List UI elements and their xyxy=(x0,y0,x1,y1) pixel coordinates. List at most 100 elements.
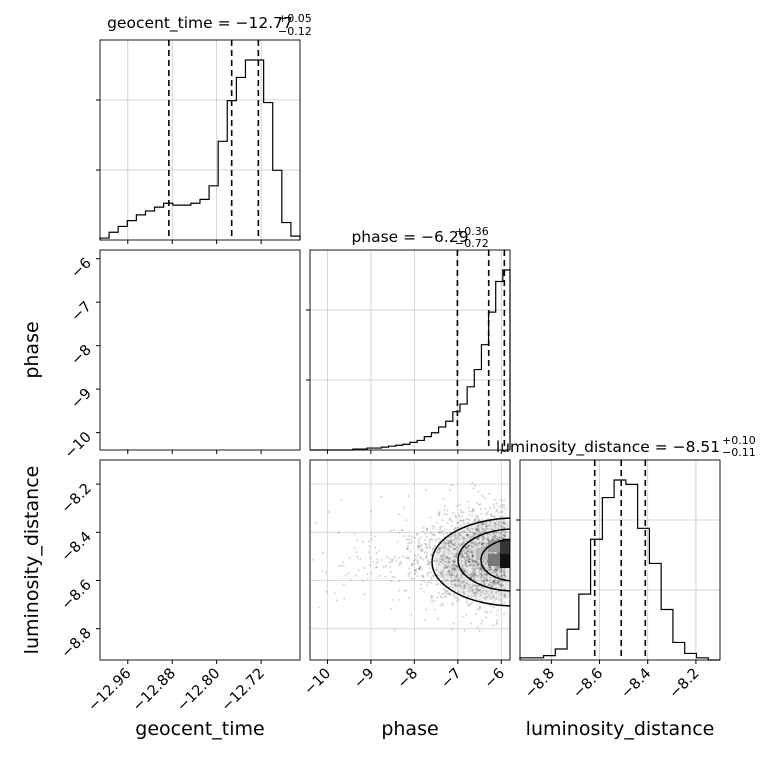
sample-point xyxy=(227,509,229,511)
sample-point xyxy=(417,547,420,550)
sample-point xyxy=(260,579,262,581)
sample-point xyxy=(248,551,250,553)
sample-point xyxy=(210,582,212,584)
sample-point xyxy=(270,516,272,518)
sample-point xyxy=(255,555,257,557)
sample-point xyxy=(198,526,200,528)
sample-point xyxy=(455,556,458,559)
sample-point xyxy=(458,585,462,588)
sample-point xyxy=(151,555,153,557)
sample-point xyxy=(145,357,147,359)
sample-point xyxy=(428,539,431,542)
sample-point xyxy=(214,558,216,560)
sample-point xyxy=(425,546,428,549)
sample-point xyxy=(217,306,219,308)
sample-point xyxy=(216,564,218,566)
sample-point xyxy=(261,262,263,264)
sample-point xyxy=(184,556,186,558)
sample-point xyxy=(474,540,477,544)
sample-point xyxy=(452,560,455,564)
sample-point xyxy=(173,316,175,318)
sample-point xyxy=(432,527,435,530)
sample-point xyxy=(450,583,453,586)
sample-point xyxy=(236,551,238,553)
sample-point xyxy=(262,619,264,621)
sample-point xyxy=(321,570,324,573)
sample-point xyxy=(223,590,225,592)
sample-point xyxy=(231,256,233,258)
sample-point xyxy=(175,568,177,570)
sample-point xyxy=(500,511,503,514)
contour-mid xyxy=(168,252,292,308)
sample-point xyxy=(256,520,258,522)
sample-point xyxy=(78,524,80,526)
sample-point xyxy=(219,280,221,282)
sample-point xyxy=(265,265,267,267)
sample-point xyxy=(224,576,226,578)
sample-point xyxy=(430,595,433,598)
sample-point xyxy=(110,533,112,535)
sample-point xyxy=(235,280,237,282)
sample-point xyxy=(208,576,210,578)
sample-point xyxy=(446,556,449,559)
sample-point xyxy=(204,576,206,578)
sample-point xyxy=(261,507,263,509)
sample-point xyxy=(205,263,207,265)
sample-point xyxy=(258,265,260,267)
sample-point xyxy=(210,576,212,578)
sample-point xyxy=(247,538,249,540)
sample-point xyxy=(189,568,191,570)
sample-point xyxy=(213,562,215,564)
sample-point xyxy=(480,574,483,577)
sample-point xyxy=(503,593,506,596)
sample-point xyxy=(208,543,210,545)
sample-point xyxy=(200,302,202,304)
sample-point xyxy=(248,266,250,268)
sample-point xyxy=(213,565,215,567)
sample-point xyxy=(205,262,207,264)
sample-point xyxy=(226,575,228,577)
sample-point xyxy=(238,265,240,267)
sample-point xyxy=(220,310,222,312)
sample-point xyxy=(235,571,237,573)
sample-point xyxy=(211,555,213,557)
sample-point xyxy=(409,550,412,553)
sample-point xyxy=(450,573,453,577)
sample-point xyxy=(226,560,228,562)
sample-point xyxy=(462,541,465,544)
sample-point xyxy=(502,569,505,572)
sample-point xyxy=(192,314,194,316)
sample-point xyxy=(232,572,234,574)
sample-point xyxy=(456,526,459,530)
sample-point xyxy=(218,273,220,275)
sample-point xyxy=(449,592,452,596)
sample-point xyxy=(253,253,255,255)
sample-point xyxy=(257,566,259,568)
sample-point xyxy=(452,542,455,546)
sample-point xyxy=(477,528,480,531)
sample-point xyxy=(201,306,203,308)
sample-point xyxy=(452,593,455,596)
sample-point xyxy=(420,548,423,551)
sample-point xyxy=(108,330,110,332)
sample-point xyxy=(147,379,149,381)
sample-point xyxy=(475,612,478,616)
sample-point xyxy=(162,402,164,404)
sample-point xyxy=(416,553,419,556)
sample-point xyxy=(167,326,169,328)
sample-point xyxy=(230,577,232,579)
sample-point xyxy=(231,576,233,578)
sample-point xyxy=(226,551,228,553)
sample-point xyxy=(318,606,321,609)
sample-point xyxy=(202,568,204,570)
sample-point xyxy=(199,576,201,578)
sample-point xyxy=(179,522,181,524)
sample-point xyxy=(480,574,483,577)
sample-point xyxy=(266,527,268,529)
sample-point xyxy=(466,582,469,585)
sample-point xyxy=(444,563,447,567)
sample-point xyxy=(196,284,198,286)
sample-point xyxy=(180,387,182,389)
sample-point xyxy=(110,357,112,359)
sample-point xyxy=(226,545,228,547)
